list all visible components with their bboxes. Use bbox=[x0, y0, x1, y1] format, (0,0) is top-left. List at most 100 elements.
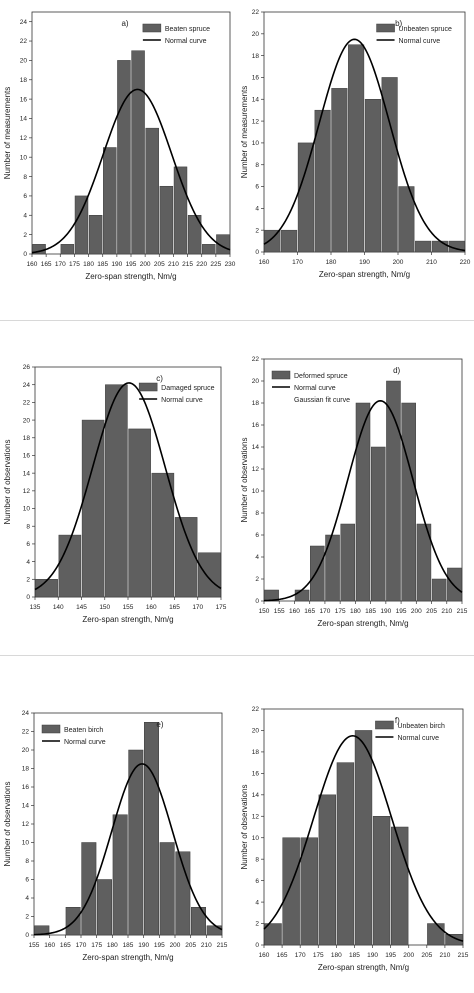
x-tick-label: 215 bbox=[457, 608, 468, 615]
x-tick-label: 205 bbox=[426, 608, 437, 615]
legend-entry-label: Normal curve bbox=[161, 397, 203, 404]
y-tick-label: 6 bbox=[25, 877, 29, 884]
x-tick-label: 165 bbox=[304, 608, 315, 615]
y-tick-label: 8 bbox=[255, 856, 259, 863]
x-tick-label: 175 bbox=[69, 261, 80, 268]
histogram-bar bbox=[336, 762, 355, 946]
histogram-bar bbox=[294, 589, 310, 602]
x-tick-label: 195 bbox=[385, 952, 396, 959]
histogram-bar bbox=[112, 814, 128, 936]
x-tick-label: 160 bbox=[146, 604, 157, 611]
y-axis-label: Number of measurements bbox=[240, 86, 249, 178]
x-tick-label: 215 bbox=[217, 942, 228, 949]
y-tick-label: 14 bbox=[252, 792, 260, 799]
y-tick-label: 10 bbox=[252, 835, 260, 842]
panel-label: c) bbox=[156, 374, 163, 383]
x-tick-label: 150 bbox=[259, 608, 270, 615]
x-tick-label: 180 bbox=[350, 608, 361, 615]
x-tick-label: 180 bbox=[83, 261, 94, 268]
y-tick-label: 18 bbox=[252, 53, 260, 60]
y-tick-label: 22 bbox=[20, 38, 28, 45]
x-tick-label: 225 bbox=[210, 261, 221, 268]
legend-entry-label: Normal curve bbox=[64, 739, 106, 746]
histogram-bar bbox=[340, 523, 356, 602]
y-tick-label: 24 bbox=[20, 19, 28, 26]
x-tick-label: 185 bbox=[97, 261, 108, 268]
y-tick-label: 18 bbox=[252, 400, 260, 407]
x-tick-label: 205 bbox=[185, 942, 196, 949]
separator-line bbox=[0, 655, 474, 656]
histogram-bar bbox=[145, 127, 159, 255]
histogram-bar bbox=[370, 446, 386, 602]
x-tick-label: 200 bbox=[393, 259, 404, 266]
y-tick-label: 8 bbox=[23, 174, 27, 181]
x-axis-label: Zero-span strength, Nm/g bbox=[317, 619, 408, 628]
x-tick-label: 215 bbox=[458, 952, 469, 959]
legend-entry-label: Unbeaten spruce bbox=[399, 26, 452, 33]
y-tick-label: 0 bbox=[26, 594, 30, 601]
x-tick-label: 175 bbox=[335, 608, 346, 615]
histogram-bar bbox=[144, 722, 159, 936]
normal-curve-line bbox=[34, 382, 222, 591]
y-tick-label: 14 bbox=[252, 444, 260, 451]
y-tick-label: 22 bbox=[252, 356, 260, 363]
y-tick-label: 16 bbox=[23, 453, 31, 460]
y-tick-label: 22 bbox=[23, 400, 31, 407]
panel-label: d) bbox=[393, 366, 400, 375]
y-tick-label: 18 bbox=[252, 749, 260, 756]
legend-entry-label: Damaged spruce bbox=[161, 385, 214, 392]
histogram-bar bbox=[297, 142, 314, 253]
x-tick-label: 220 bbox=[196, 261, 207, 268]
histogram-beaten-spruce: 160 165 170 175 180 185 190 195 200 205 210 215 220 2… bbox=[3, 11, 236, 281]
x-tick-label: 170 bbox=[295, 952, 306, 959]
histogram-bar bbox=[74, 195, 89, 255]
y-axis-label: Number of observations bbox=[240, 785, 249, 870]
y-tick-label: 10 bbox=[23, 506, 31, 513]
y-tick-label: 20 bbox=[20, 58, 28, 65]
histogram-bar bbox=[60, 244, 75, 255]
normal-curve-line bbox=[33, 763, 223, 936]
y-tick-label: 10 bbox=[252, 488, 260, 495]
y-tick-label: 10 bbox=[252, 140, 260, 147]
x-tick-label: 160 bbox=[289, 608, 300, 615]
y-tick-label: 2 bbox=[23, 232, 27, 239]
y-axis-label: Number of observations bbox=[240, 438, 249, 523]
x-axis-label: Zero-span strength, Nm/g bbox=[318, 963, 409, 972]
histogram-bar bbox=[282, 837, 300, 946]
histogram-bar bbox=[206, 925, 222, 936]
y-tick-label: 22 bbox=[22, 729, 30, 736]
x-tick-label: 205 bbox=[421, 952, 432, 959]
x-tick-label: 165 bbox=[60, 942, 71, 949]
y-tick-label: 12 bbox=[252, 466, 260, 473]
y-tick-label: 10 bbox=[22, 840, 30, 847]
histogram-bar bbox=[381, 77, 398, 253]
histogram-bar bbox=[105, 384, 128, 598]
plot-frame bbox=[33, 712, 223, 936]
y-tick-label: 2 bbox=[255, 227, 259, 234]
histogram-bar bbox=[216, 234, 230, 255]
x-tick-label: 155 bbox=[123, 604, 134, 611]
histogram-bar bbox=[175, 851, 191, 936]
x-axis-label: Zero-span strength, Nm/g bbox=[82, 615, 173, 624]
y-tick-label: 24 bbox=[23, 382, 31, 389]
y-tick-label: 0 bbox=[23, 251, 27, 258]
y-tick-label: 24 bbox=[22, 710, 30, 717]
y-tick-label: 4 bbox=[26, 559, 30, 566]
y-tick-label: 16 bbox=[252, 771, 260, 778]
y-tick-label: 2 bbox=[25, 914, 29, 921]
x-tick-label: 200 bbox=[140, 261, 151, 268]
y-tick-label: 18 bbox=[20, 77, 28, 84]
y-tick-label: 18 bbox=[22, 766, 30, 773]
y-tick-label: 10 bbox=[20, 154, 28, 161]
y-tick-label: 20 bbox=[252, 728, 260, 735]
histogram-bar bbox=[331, 88, 348, 253]
histogram-bar bbox=[159, 842, 175, 936]
x-tick-label: 155 bbox=[29, 942, 40, 949]
histogram-bar bbox=[364, 99, 381, 253]
x-tick-label: 170 bbox=[192, 604, 203, 611]
x-tick-label: 190 bbox=[367, 952, 378, 959]
x-tick-label: 195 bbox=[396, 608, 407, 615]
y-tick-label: 14 bbox=[20, 116, 28, 123]
histogram-bar bbox=[97, 879, 112, 936]
